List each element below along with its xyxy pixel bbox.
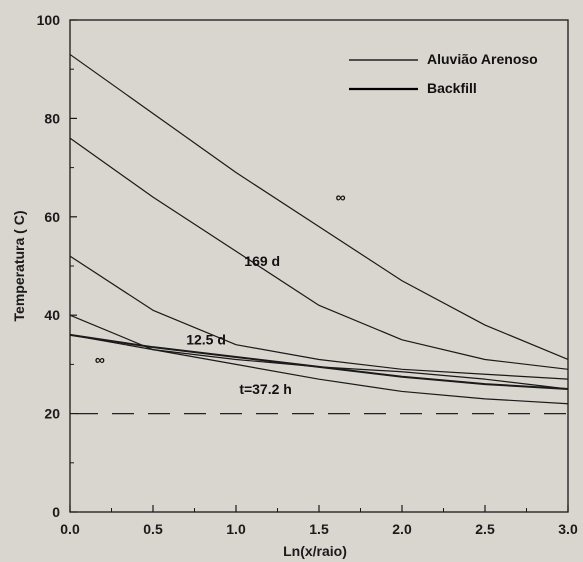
x-tick-label: 1.5 [309,521,329,537]
x-tick-label: 2.5 [475,521,495,537]
y-tick-label: 100 [37,12,61,28]
axis-ticks: 0.0 0.5 1.0 1.5 2.0 2.5 3.0 0 20 40 60 80 100 [37,12,578,537]
y-tick-label: 60 [44,209,60,225]
x-tick-label: 0.0 [60,521,80,537]
legend-label-aluviao: Aluvião Arenoso [427,51,538,67]
annotation-label: ∞ [336,189,346,205]
x-axis-title: Ln(x/raio) [283,543,347,559]
series-layer [69,53,569,405]
series-line-5 [69,333,569,390]
x-tick-label: 2.0 [392,521,412,537]
series-line-3 [69,255,569,380]
legend-label-backfill: Backfill [427,80,477,96]
annotation-label: ∞ [95,351,105,367]
annotations: ∞ 169 d 12.5 d ∞ t=37.2 h [95,189,346,397]
series-line-1 [69,53,569,361]
y-tick-label: 80 [44,110,60,126]
x-tick-label: 0.5 [143,521,163,537]
series-line-6 [69,334,569,405]
annotation-label: 169 d [244,253,280,269]
series-line-2 [69,137,569,370]
y-axis-title: Temperatura ( C) [11,211,27,322]
legend: Aluvião Arenoso Backfill [349,51,538,96]
annotation-label: t=37.2 h [239,381,292,397]
x-tick-label: 1.0 [226,521,246,537]
annotation-label: 12.5 d [186,332,226,348]
x-tick-label: 3.0 [558,521,578,537]
y-tick-label: 0 [52,504,60,520]
y-tick-label: 20 [44,406,60,422]
y-tick-label: 40 [44,307,60,323]
